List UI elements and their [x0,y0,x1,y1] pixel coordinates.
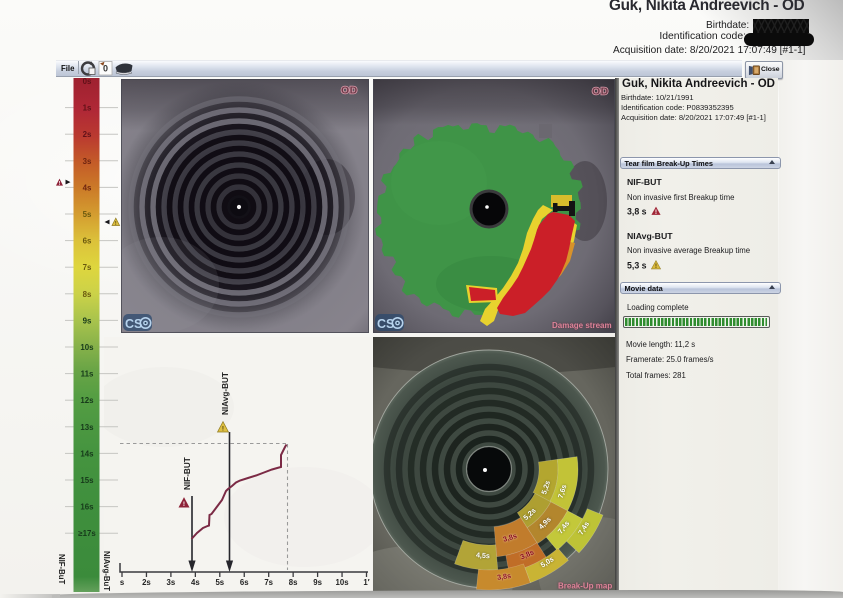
svg-text:!: ! [115,221,117,227]
svg-text:7,6s: 7,6s [556,483,569,499]
svg-text:3,8s: 3,8s [496,571,511,582]
svg-text:15s: 15s [80,476,94,485]
svg-text:1s: 1s [83,104,92,113]
svg-text:4,5s: 4,5s [476,550,491,560]
svg-text:10s: 10s [336,578,350,587]
svg-text:11s: 11s [81,370,94,379]
svg-text:OD: OD [341,85,358,97]
svg-text:5,2s: 5,2s [539,479,552,495]
svg-text:CS: CS [377,317,394,331]
svg-text:0: 0 [103,64,108,74]
svg-text:3s: 3s [83,157,92,166]
svg-text:≥17s: ≥17s [78,529,96,538]
svg-text:4s: 4s [83,183,92,192]
svg-text:9s: 9s [83,316,92,325]
svg-text:8s: 8s [83,290,92,299]
svg-text:NIAvg-BUT: NIAvg-BUT [221,372,230,415]
svg-text:!: ! [59,181,61,187]
svg-text:!: ! [222,426,224,433]
svg-text:7s: 7s [264,578,273,587]
svg-text:8s: 8s [289,578,298,587]
svg-text:9s: 9s [313,578,322,587]
svg-text:OD: OD [592,86,609,98]
svg-text:14s: 14s [80,449,94,458]
svg-text:3,8s: 3,8s [502,531,518,544]
svg-text:Break-Up map: Break-Up map [558,582,612,591]
svg-text:2s: 2s [83,130,92,139]
svg-text:5s: 5s [83,210,92,219]
svg-text:6s: 6s [240,578,249,587]
svg-text:2s: 2s [142,578,151,587]
svg-text:CS: CS [125,317,142,331]
svg-text:s: s [120,578,125,587]
svg-text:1′: 1′ [363,578,369,587]
svg-text:4s: 4s [191,578,200,587]
svg-text:12s: 12s [80,396,94,405]
svg-text:NIF-BUT: NIF-BUT [183,457,192,490]
svg-text:0s: 0s [83,78,92,86]
svg-text:Damage stream: Damage stream [552,321,612,330]
svg-text:5s: 5s [215,578,224,587]
svg-text:13s: 13s [80,423,94,432]
svg-text:16s: 16s [80,503,94,512]
svg-text:3s: 3s [167,578,176,587]
svg-text:!: ! [655,209,657,215]
svg-text:6s: 6s [83,237,92,246]
svg-text:7s: 7s [83,263,92,272]
svg-text:!: ! [183,501,185,508]
svg-text:10s: 10s [80,343,94,352]
svg-text:!: ! [655,263,657,269]
